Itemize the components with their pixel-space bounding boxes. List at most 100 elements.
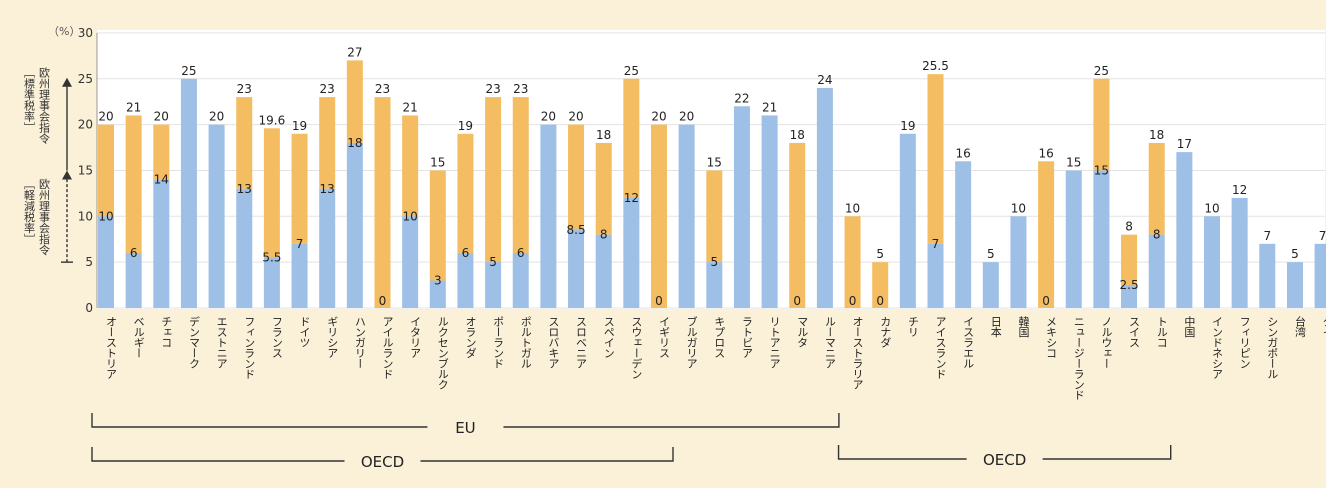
bar-standard — [1259, 244, 1275, 308]
reduced-value-label: 12 — [624, 191, 639, 205]
bar-standard — [706, 170, 722, 262]
reduced-value-label: 0 — [849, 294, 857, 308]
bar-standard — [955, 161, 971, 308]
bar-standard — [264, 128, 280, 257]
country-label: チリ — [906, 316, 919, 337]
standard-value-label: 5 — [987, 247, 995, 261]
bar-standard — [540, 125, 556, 308]
standard-arrow-head — [62, 78, 72, 87]
standard-value-label: 10 — [1011, 201, 1026, 215]
bar-reduced — [568, 230, 584, 308]
country-label: ラトビア — [740, 316, 753, 358]
country-label: フィリピン — [1238, 316, 1251, 369]
bar-standard — [734, 106, 750, 308]
country-label: インドネシア — [1211, 316, 1224, 379]
bar-reduced — [513, 253, 529, 308]
bar-standard — [623, 79, 639, 198]
reduced-value-label: 7 — [296, 237, 304, 251]
bar-reduced — [236, 189, 252, 308]
country-label: ハンガリー — [353, 316, 366, 369]
bar-standard — [568, 125, 584, 230]
y-tick-label: 0 — [85, 301, 93, 315]
bar-standard — [928, 74, 944, 244]
x-axis-labels: オーストリアベルギーチェコデンマークエストニアフィンランドフランスドイツギリシア… — [105, 315, 1326, 400]
standard-value-label: 21 — [403, 100, 418, 114]
bar-standard — [651, 125, 667, 308]
bar-standard — [209, 125, 225, 308]
bar-standard — [1232, 198, 1248, 308]
bar-reduced — [319, 189, 335, 308]
bar-reduced — [623, 198, 639, 308]
country-label: マルタ — [796, 316, 809, 348]
y-axis-unit: （%） — [48, 25, 80, 38]
group-label: OECD — [361, 453, 404, 471]
standard-value-label: 17 — [1177, 137, 1192, 151]
reduced-value-label: 7 — [932, 237, 940, 251]
country-label: ノルウェー — [1100, 316, 1113, 369]
reduced-value-label: 6 — [462, 246, 470, 260]
bar-standard — [457, 134, 473, 253]
reduced-value-label: 18 — [347, 136, 362, 150]
country-label: キプロス — [713, 316, 726, 358]
bar-standard — [485, 97, 501, 262]
reduced-value-label: 8 — [1153, 228, 1161, 242]
bar-reduced — [153, 180, 169, 308]
country-label: スウェーデン — [630, 316, 643, 379]
bar-standard — [1038, 161, 1054, 308]
standard-value-label: 23 — [485, 82, 500, 96]
country-label: タイ — [1321, 316, 1326, 337]
reduced-value-label: 5 — [489, 255, 497, 269]
bar-standard — [98, 125, 114, 217]
standard-value-label: 16 — [1038, 146, 1053, 160]
bar-reduced — [402, 216, 418, 308]
country-label: シンガポール — [1266, 316, 1279, 379]
standard-value-label: 5 — [876, 247, 884, 261]
standard-value-label: 23 — [320, 82, 335, 96]
standard-value-label: 20 — [541, 110, 556, 124]
bar-standard — [236, 97, 252, 189]
standard-value-label: 20 — [98, 110, 113, 124]
bar-standard — [402, 115, 418, 216]
standard-annotation-label: ［標準税率］ — [23, 67, 36, 133]
country-label: 台湾 — [1293, 315, 1306, 339]
standard-value-label: 20 — [154, 110, 169, 124]
standard-value-label: 18 — [1149, 128, 1164, 142]
bar-standard — [789, 143, 805, 308]
country-label: 中国 — [1183, 316, 1196, 339]
reduced-value-label: 14 — [154, 173, 169, 187]
country-label: オーストリア — [105, 316, 118, 380]
reduced-annotation-label: ［軽減税率］ — [23, 178, 36, 244]
country-label: ベルギー — [132, 316, 145, 358]
group-label: EU — [455, 419, 475, 437]
reduced-value-label: 0 — [655, 294, 663, 308]
country-label: 日本 — [989, 316, 1002, 338]
bar-standard — [1287, 262, 1303, 308]
country-label: スロベニア — [575, 316, 588, 369]
country-label: チェコ — [160, 316, 173, 348]
reduced-annotation-text: 欧州理事会指令 — [38, 178, 51, 256]
bar-standard — [817, 88, 833, 308]
standard-value-label: 24 — [817, 73, 832, 87]
standard-value-label: 25.5 — [922, 59, 949, 73]
bar-standard — [292, 134, 308, 244]
bar-reduced — [292, 244, 308, 308]
country-label: エストニア — [215, 316, 228, 369]
reduced-value-label: 15 — [1094, 163, 1109, 177]
bar-standard — [983, 262, 999, 308]
bar-reduced — [98, 216, 114, 308]
bar-standard — [1204, 216, 1220, 308]
bar-standard — [1149, 143, 1165, 235]
reduced-value-label: 0 — [793, 294, 801, 308]
reduced-value-label: 10 — [403, 209, 418, 223]
bar-standard — [1093, 79, 1109, 171]
standard-value-label: 19.6 — [259, 113, 286, 127]
standard-value-label: 25 — [1094, 64, 1109, 78]
standard-value-label: 23 — [237, 82, 252, 96]
bar-standard — [596, 143, 612, 235]
reduced-value-label: 0 — [379, 294, 387, 308]
standard-value-label: 20 — [651, 110, 666, 124]
reduced-value-label: 3 — [434, 273, 442, 287]
